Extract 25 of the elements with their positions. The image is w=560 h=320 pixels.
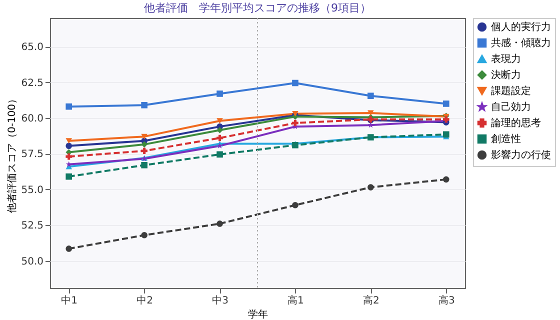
y-tick-label: 60.0 bbox=[21, 114, 44, 124]
legend-label: 論理的思考 bbox=[491, 117, 541, 129]
x-tick-label: 中2 bbox=[136, 294, 154, 306]
y-tick-label: 65.0 bbox=[21, 42, 44, 54]
y-tick-label: 52.5 bbox=[21, 220, 44, 232]
legend-label: 課題設定 bbox=[491, 85, 531, 97]
x-axis-title: 学年 bbox=[248, 308, 268, 320]
legend-label: 個人的実行力 bbox=[491, 21, 551, 33]
legend-label: 表現力 bbox=[491, 53, 521, 65]
y-tick-label: 50.0 bbox=[21, 256, 44, 268]
legend-label: 決断力 bbox=[491, 69, 521, 81]
x-tick-label: 中1 bbox=[61, 294, 78, 306]
legend-label: 自己効力 bbox=[491, 101, 531, 113]
y-axis-title: 他者評価スコア（0-100） bbox=[6, 94, 18, 214]
x-tick-label: 中3 bbox=[212, 294, 228, 306]
y-tick-label: 57.5 bbox=[21, 149, 44, 160]
x-tick-label: 高1 bbox=[288, 294, 304, 306]
y-tick-label: 55.0 bbox=[21, 184, 44, 196]
legend-label: 共感・傾聴力 bbox=[491, 37, 551, 49]
legend-label: 影響力の行使 bbox=[491, 149, 551, 161]
legend-label: 創造性 bbox=[491, 133, 521, 145]
x-tick-label: 高2 bbox=[362, 294, 380, 306]
x-tick-label: 高3 bbox=[438, 294, 455, 306]
chart-title: 他者評価 学年別平均スコアの推移（9項目） bbox=[144, 2, 371, 14]
y-tick-label: 62.5 bbox=[21, 78, 44, 89]
